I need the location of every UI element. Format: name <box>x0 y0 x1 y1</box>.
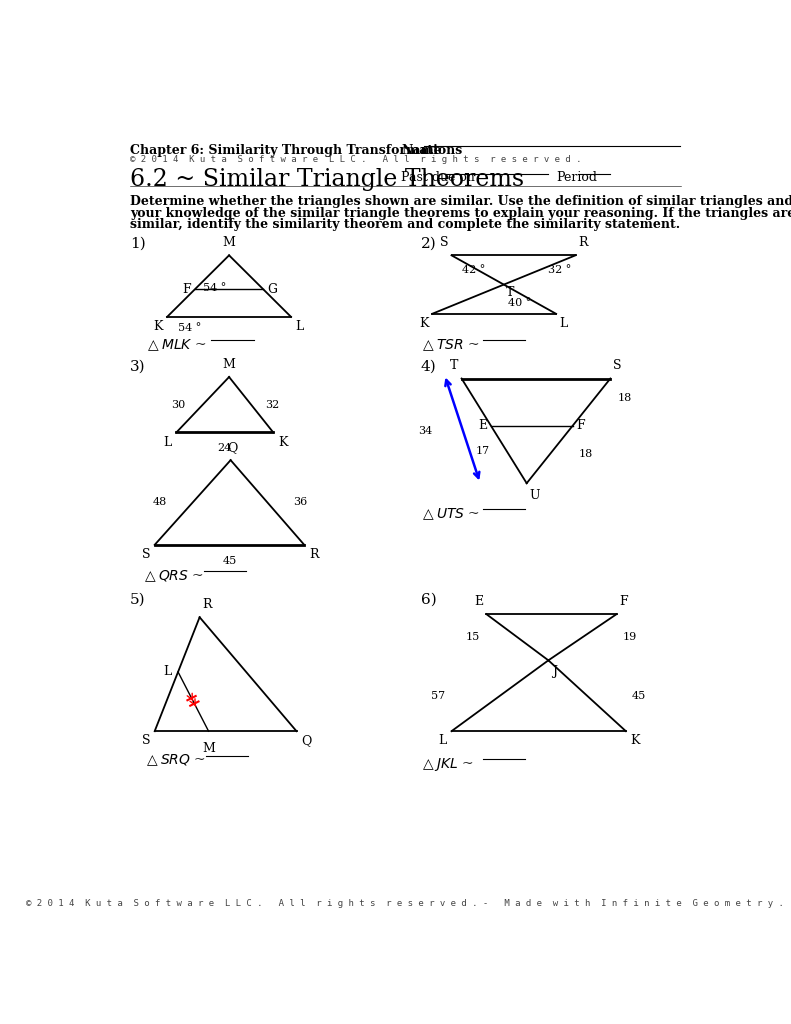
Text: your knowledge of the similar triangle theorems to explain your reasoning. If th: your knowledge of the similar triangle t… <box>130 207 791 220</box>
Text: 5): 5) <box>130 593 146 606</box>
Text: 40 °: 40 ° <box>509 298 532 308</box>
Text: L: L <box>438 734 447 748</box>
Text: R: R <box>309 548 319 561</box>
Text: © 2 0 1 4  K u t a  S o f t w a r e  L L C .   A l l  r i g h t s  r e s e r v e: © 2 0 1 4 K u t a S o f t w a r e L L C … <box>130 156 581 164</box>
Text: Past due on: Past due on <box>401 171 475 183</box>
Text: K: K <box>153 319 162 333</box>
Text: S: S <box>142 548 150 561</box>
Text: L: L <box>164 435 172 449</box>
Text: 4): 4) <box>421 360 437 374</box>
Text: Q: Q <box>301 734 312 748</box>
Text: 54 °: 54 ° <box>178 324 201 333</box>
Text: M: M <box>222 357 236 371</box>
Text: R: R <box>202 598 212 611</box>
Text: $\triangle QRS$ ~: $\triangle QRS$ ~ <box>142 568 203 584</box>
Text: 36: 36 <box>293 498 308 508</box>
Text: 57: 57 <box>431 691 445 700</box>
Text: Determine whether the triangles shown are similar. Use the definition of similar: Determine whether the triangles shown ar… <box>130 196 791 208</box>
Text: 32: 32 <box>266 399 280 410</box>
Text: $\triangle MLK$ ~: $\triangle MLK$ ~ <box>146 337 206 352</box>
Text: 1): 1) <box>130 237 146 251</box>
Text: 6.2 ~ Similar Triangle Theorems: 6.2 ~ Similar Triangle Theorems <box>130 168 524 190</box>
Text: 18: 18 <box>618 393 632 403</box>
Text: Q: Q <box>227 441 237 454</box>
Text: T: T <box>450 359 459 373</box>
Text: 6): 6) <box>421 593 437 606</box>
Text: $\triangle TSR$ ~: $\triangle TSR$ ~ <box>421 337 480 352</box>
Text: R: R <box>578 237 588 249</box>
Text: Chapter 6: Similarity Through Transformations: Chapter 6: Similarity Through Transforma… <box>130 144 462 158</box>
Text: Name: Name <box>401 144 442 158</box>
Text: 48: 48 <box>153 498 167 508</box>
Text: K: K <box>278 435 287 449</box>
Text: S: S <box>142 734 150 748</box>
Text: U: U <box>530 489 540 503</box>
Text: $\triangle SRQ$ ~: $\triangle SRQ$ ~ <box>144 753 206 768</box>
Text: E: E <box>478 419 487 432</box>
Text: 17: 17 <box>475 445 490 456</box>
Text: 3): 3) <box>130 360 146 374</box>
Text: 34: 34 <box>418 426 432 436</box>
Text: 2): 2) <box>421 237 437 251</box>
Text: F: F <box>577 419 585 432</box>
Text: 45: 45 <box>632 691 646 700</box>
Text: 42 °: 42 ° <box>463 264 486 274</box>
Text: $\triangle JKL$ ~: $\triangle JKL$ ~ <box>421 756 474 773</box>
Text: 15: 15 <box>466 632 480 642</box>
Text: Period: Period <box>556 171 597 183</box>
Text: 30: 30 <box>172 399 186 410</box>
Text: 19: 19 <box>623 632 637 642</box>
Text: T: T <box>506 286 514 299</box>
Text: K: K <box>419 316 429 330</box>
Text: G: G <box>267 283 277 296</box>
Text: M: M <box>202 742 215 755</box>
Text: L: L <box>296 319 304 333</box>
Text: F: F <box>183 283 191 296</box>
Text: 18: 18 <box>579 450 593 460</box>
Text: 24: 24 <box>218 443 232 454</box>
Text: 32 °: 32 ° <box>547 264 571 274</box>
Text: F: F <box>619 595 628 608</box>
Text: 45: 45 <box>222 556 237 565</box>
Text: © 2 0 1 4  K u t a  S o f t w a r e  L L C .   A l l  r i g h t s  r e s e r v e: © 2 0 1 4 K u t a S o f t w a r e L L C … <box>26 899 784 908</box>
Text: E: E <box>474 595 483 608</box>
Text: similar, identify the similarity theorem and complete the similarity statement.: similar, identify the similarity theorem… <box>130 218 680 231</box>
Text: S: S <box>440 237 448 249</box>
Text: $\triangle UTS$ ~: $\triangle UTS$ ~ <box>421 506 481 522</box>
Text: 54 °: 54 ° <box>202 283 226 293</box>
Text: M: M <box>222 237 236 249</box>
Text: L: L <box>164 666 172 679</box>
Text: S: S <box>614 359 622 373</box>
Text: K: K <box>630 734 640 748</box>
Text: L: L <box>559 316 567 330</box>
Text: J: J <box>552 665 557 678</box>
